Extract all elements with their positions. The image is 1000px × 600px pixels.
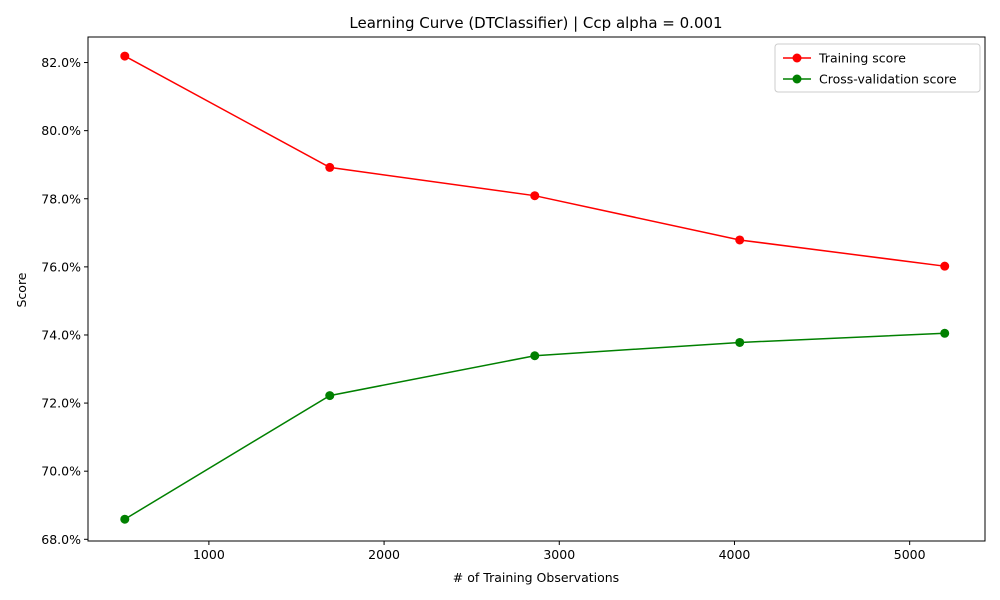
y-tick-label: 74.0% [41,327,81,342]
training-score-point [325,162,335,172]
legend: Training score Cross-validation score [774,43,981,93]
x-tick-label: 3000 [543,547,575,562]
cross-validation-score-legend-label: Cross-validation score [819,72,957,87]
legend-box [774,43,981,93]
y-tick-label: 76.0% [41,259,81,274]
x-tick-label: 1000 [193,547,225,562]
series-layer [120,51,950,524]
cross-validation-score-point [735,337,745,347]
training-score-point [735,235,745,245]
y-axis-label: Score [14,272,29,307]
y-tick-label: 70.0% [41,464,81,479]
y-tick-label: 82.0% [41,55,81,70]
training-score-point [940,261,950,271]
cross-validation-score-point [530,351,540,361]
cross-validation-score-legend-marker [792,74,802,84]
training-score-point [530,191,540,201]
training-score-point [120,51,130,61]
training-score-legend-marker [792,53,802,63]
y-tick-label: 68.0% [41,532,81,547]
ticks-layer: 1000 2000 3000 4000 5000 68.0% 70.0% 72.0% 74.0%… [41,55,925,562]
x-tick-label: 4000 [719,547,751,562]
y-tick-label: 72.0% [41,396,81,411]
chart-title: Learning Curve (DTClassifier) | Ccp alph… [349,14,722,32]
plot-frame [87,36,986,542]
x-axis-label: # of Training Observations [453,570,619,585]
cross-validation-score-point [325,391,335,401]
cross-validation-score-line [124,332,945,520]
training-score-legend-label: Training score [818,51,906,66]
x-tick-label: 5000 [894,547,926,562]
y-tick-label: 80.0% [41,123,81,138]
x-tick-label: 2000 [368,547,400,562]
cross-validation-score-point [120,514,130,524]
cross-validation-score-point [940,328,950,338]
y-tick-label: 78.0% [41,191,81,206]
